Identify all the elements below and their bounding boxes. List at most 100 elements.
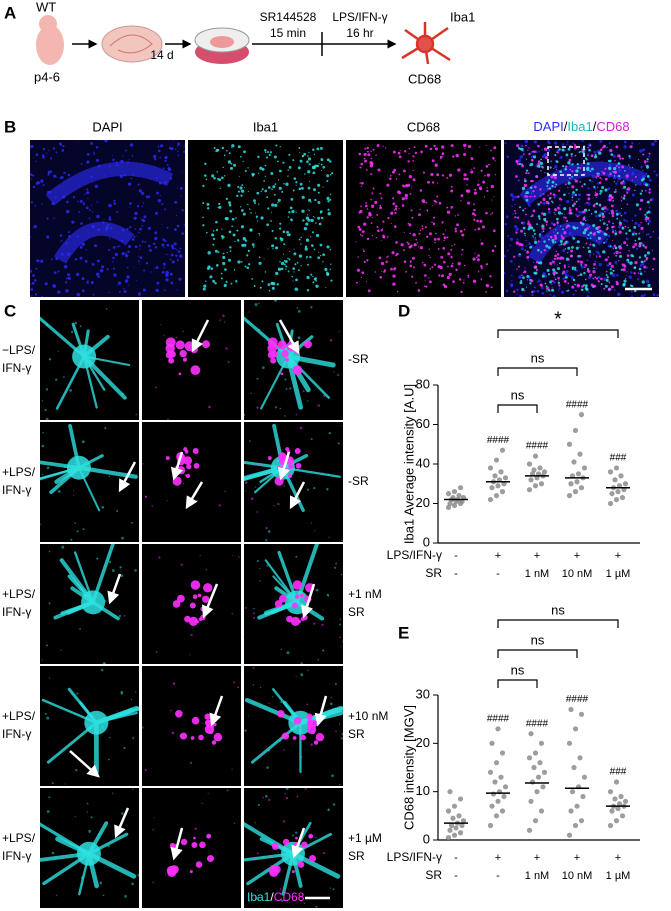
dot <box>157 145 160 148</box>
dot <box>293 248 295 250</box>
dot <box>393 209 396 211</box>
dot <box>301 195 305 199</box>
data-point <box>451 489 458 495</box>
dot <box>550 283 553 286</box>
dot <box>41 295 43 297</box>
dot <box>460 194 464 198</box>
lysosome <box>192 594 198 600</box>
dot <box>382 145 384 147</box>
dot <box>605 274 608 277</box>
lysosome <box>271 865 281 874</box>
dot <box>553 223 556 226</box>
dot <box>463 264 466 267</box>
dot <box>304 788 307 790</box>
dot <box>138 255 140 257</box>
dot <box>559 155 563 159</box>
dot <box>270 211 273 213</box>
dot <box>76 272 80 277</box>
dot <box>260 216 264 220</box>
dot <box>107 845 110 848</box>
y-tick-label: 0 <box>423 831 430 846</box>
dot <box>74 258 78 261</box>
dot <box>576 240 580 244</box>
dot <box>590 180 593 183</box>
dot <box>238 175 240 177</box>
dot <box>647 161 649 163</box>
dot <box>153 817 155 819</box>
dot <box>579 221 582 224</box>
dot <box>257 155 260 159</box>
dot <box>389 177 392 181</box>
dot <box>145 262 149 265</box>
dot <box>632 255 635 258</box>
dot <box>485 211 488 215</box>
dot <box>639 208 642 211</box>
dot <box>155 266 159 270</box>
dot <box>526 275 530 278</box>
dot <box>125 149 128 152</box>
dot <box>308 209 310 212</box>
dot <box>215 734 217 736</box>
lysosome <box>280 372 284 376</box>
dot <box>320 158 324 162</box>
dot <box>601 178 603 180</box>
dot <box>258 232 260 235</box>
dot <box>135 691 137 693</box>
dot <box>611 225 614 229</box>
dot <box>570 276 575 280</box>
dot <box>568 211 572 215</box>
dot <box>545 244 549 248</box>
lysosome <box>295 836 298 840</box>
dot <box>598 255 602 258</box>
dot <box>274 236 277 240</box>
dot <box>604 240 608 244</box>
dot <box>90 816 93 819</box>
dot <box>595 214 598 218</box>
dot <box>526 195 529 198</box>
dot <box>256 889 258 891</box>
dot <box>581 140 585 142</box>
arrow <box>209 695 224 727</box>
dot <box>528 223 532 227</box>
lysosome <box>301 841 308 849</box>
dot <box>241 243 245 247</box>
dot <box>183 224 185 226</box>
dot <box>288 211 291 214</box>
dot <box>204 162 207 165</box>
dot <box>366 216 369 219</box>
dot <box>569 168 572 171</box>
dot <box>311 231 315 234</box>
dot <box>563 231 567 235</box>
dot <box>262 796 264 799</box>
data-point <box>607 500 614 507</box>
dot <box>432 205 434 207</box>
dot <box>504 254 506 258</box>
data-point <box>498 774 504 780</box>
dot <box>471 212 475 216</box>
dot <box>183 150 185 153</box>
dot <box>558 243 561 247</box>
y-tick-label: 20 <box>416 495 430 510</box>
dot <box>270 172 274 175</box>
dot <box>648 191 651 194</box>
image-bg <box>142 666 241 786</box>
dot <box>447 265 449 268</box>
lysosome <box>306 713 313 720</box>
dot <box>474 228 477 231</box>
dot <box>576 162 579 166</box>
lysosome <box>292 580 303 590</box>
data-point <box>451 803 458 809</box>
dot <box>94 764 97 768</box>
dot <box>645 164 647 166</box>
dot <box>645 220 648 223</box>
dot <box>467 274 470 277</box>
dot <box>34 293 38 296</box>
lysosome <box>190 736 195 740</box>
dot <box>137 183 140 186</box>
dot <box>551 288 555 292</box>
dot <box>312 281 315 284</box>
dot <box>253 607 255 610</box>
dot <box>434 241 436 244</box>
dot <box>57 351 60 353</box>
dot <box>287 175 289 177</box>
